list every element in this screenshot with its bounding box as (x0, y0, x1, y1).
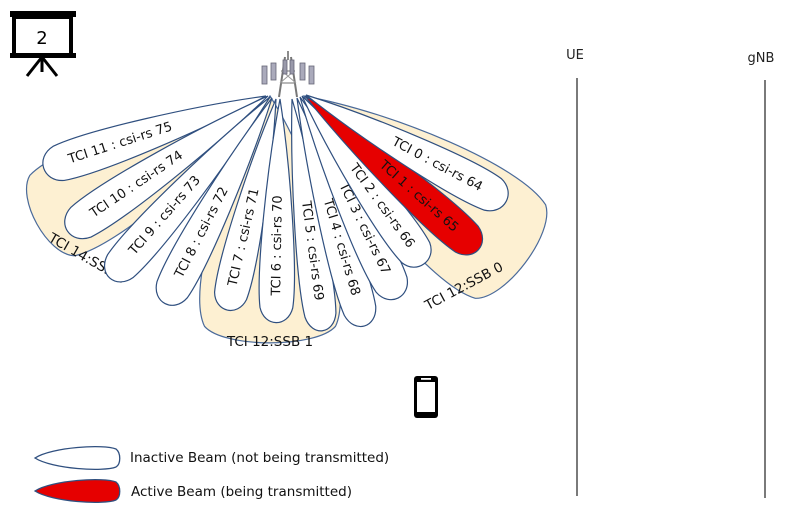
csi-rs-beam-3-shape (155, 97, 273, 306)
cell-tower-icon (261, 51, 315, 98)
csi-rs-beam-6: TCI 5 : csi-rs 69 (291, 98, 337, 332)
csi-rs-beam-2-shape (103, 96, 271, 283)
mobile-phone-icon (414, 376, 438, 418)
csi-rs-beam-5-shape (258, 98, 296, 324)
legend-active-label: Active Beam (being transmitted) (131, 484, 352, 500)
csi-rs-beam-11: TCI 0 : csi-rs 64 (305, 94, 509, 212)
csi-rs-beam-1-shape (64, 95, 269, 240)
legend: Inactive Beam (not being transmitted) Ac… (33, 446, 389, 503)
ssb-beam-label: TCI 12:SSB 1 (226, 334, 313, 350)
csi-rs-beam-5: TCI 6 : csi-rs 70 (258, 98, 296, 324)
slide-number: 2 (36, 28, 47, 49)
legend-inactive-swatch (33, 446, 121, 470)
gnb-lane-label: gNB (748, 51, 775, 66)
ue-lane-label: UE (566, 48, 584, 63)
csi-rs-beam-11-shape (305, 94, 509, 212)
legend-inactive-label: Inactive Beam (not being transmitted) (130, 450, 389, 466)
csi-rs-beam-label: TCI 6 : csi-rs 70 (269, 195, 286, 296)
presentation-board-icon: 2 (10, 11, 76, 77)
legend-active-swatch (33, 479, 121, 503)
csi-rs-beam-0-shape (42, 95, 267, 182)
